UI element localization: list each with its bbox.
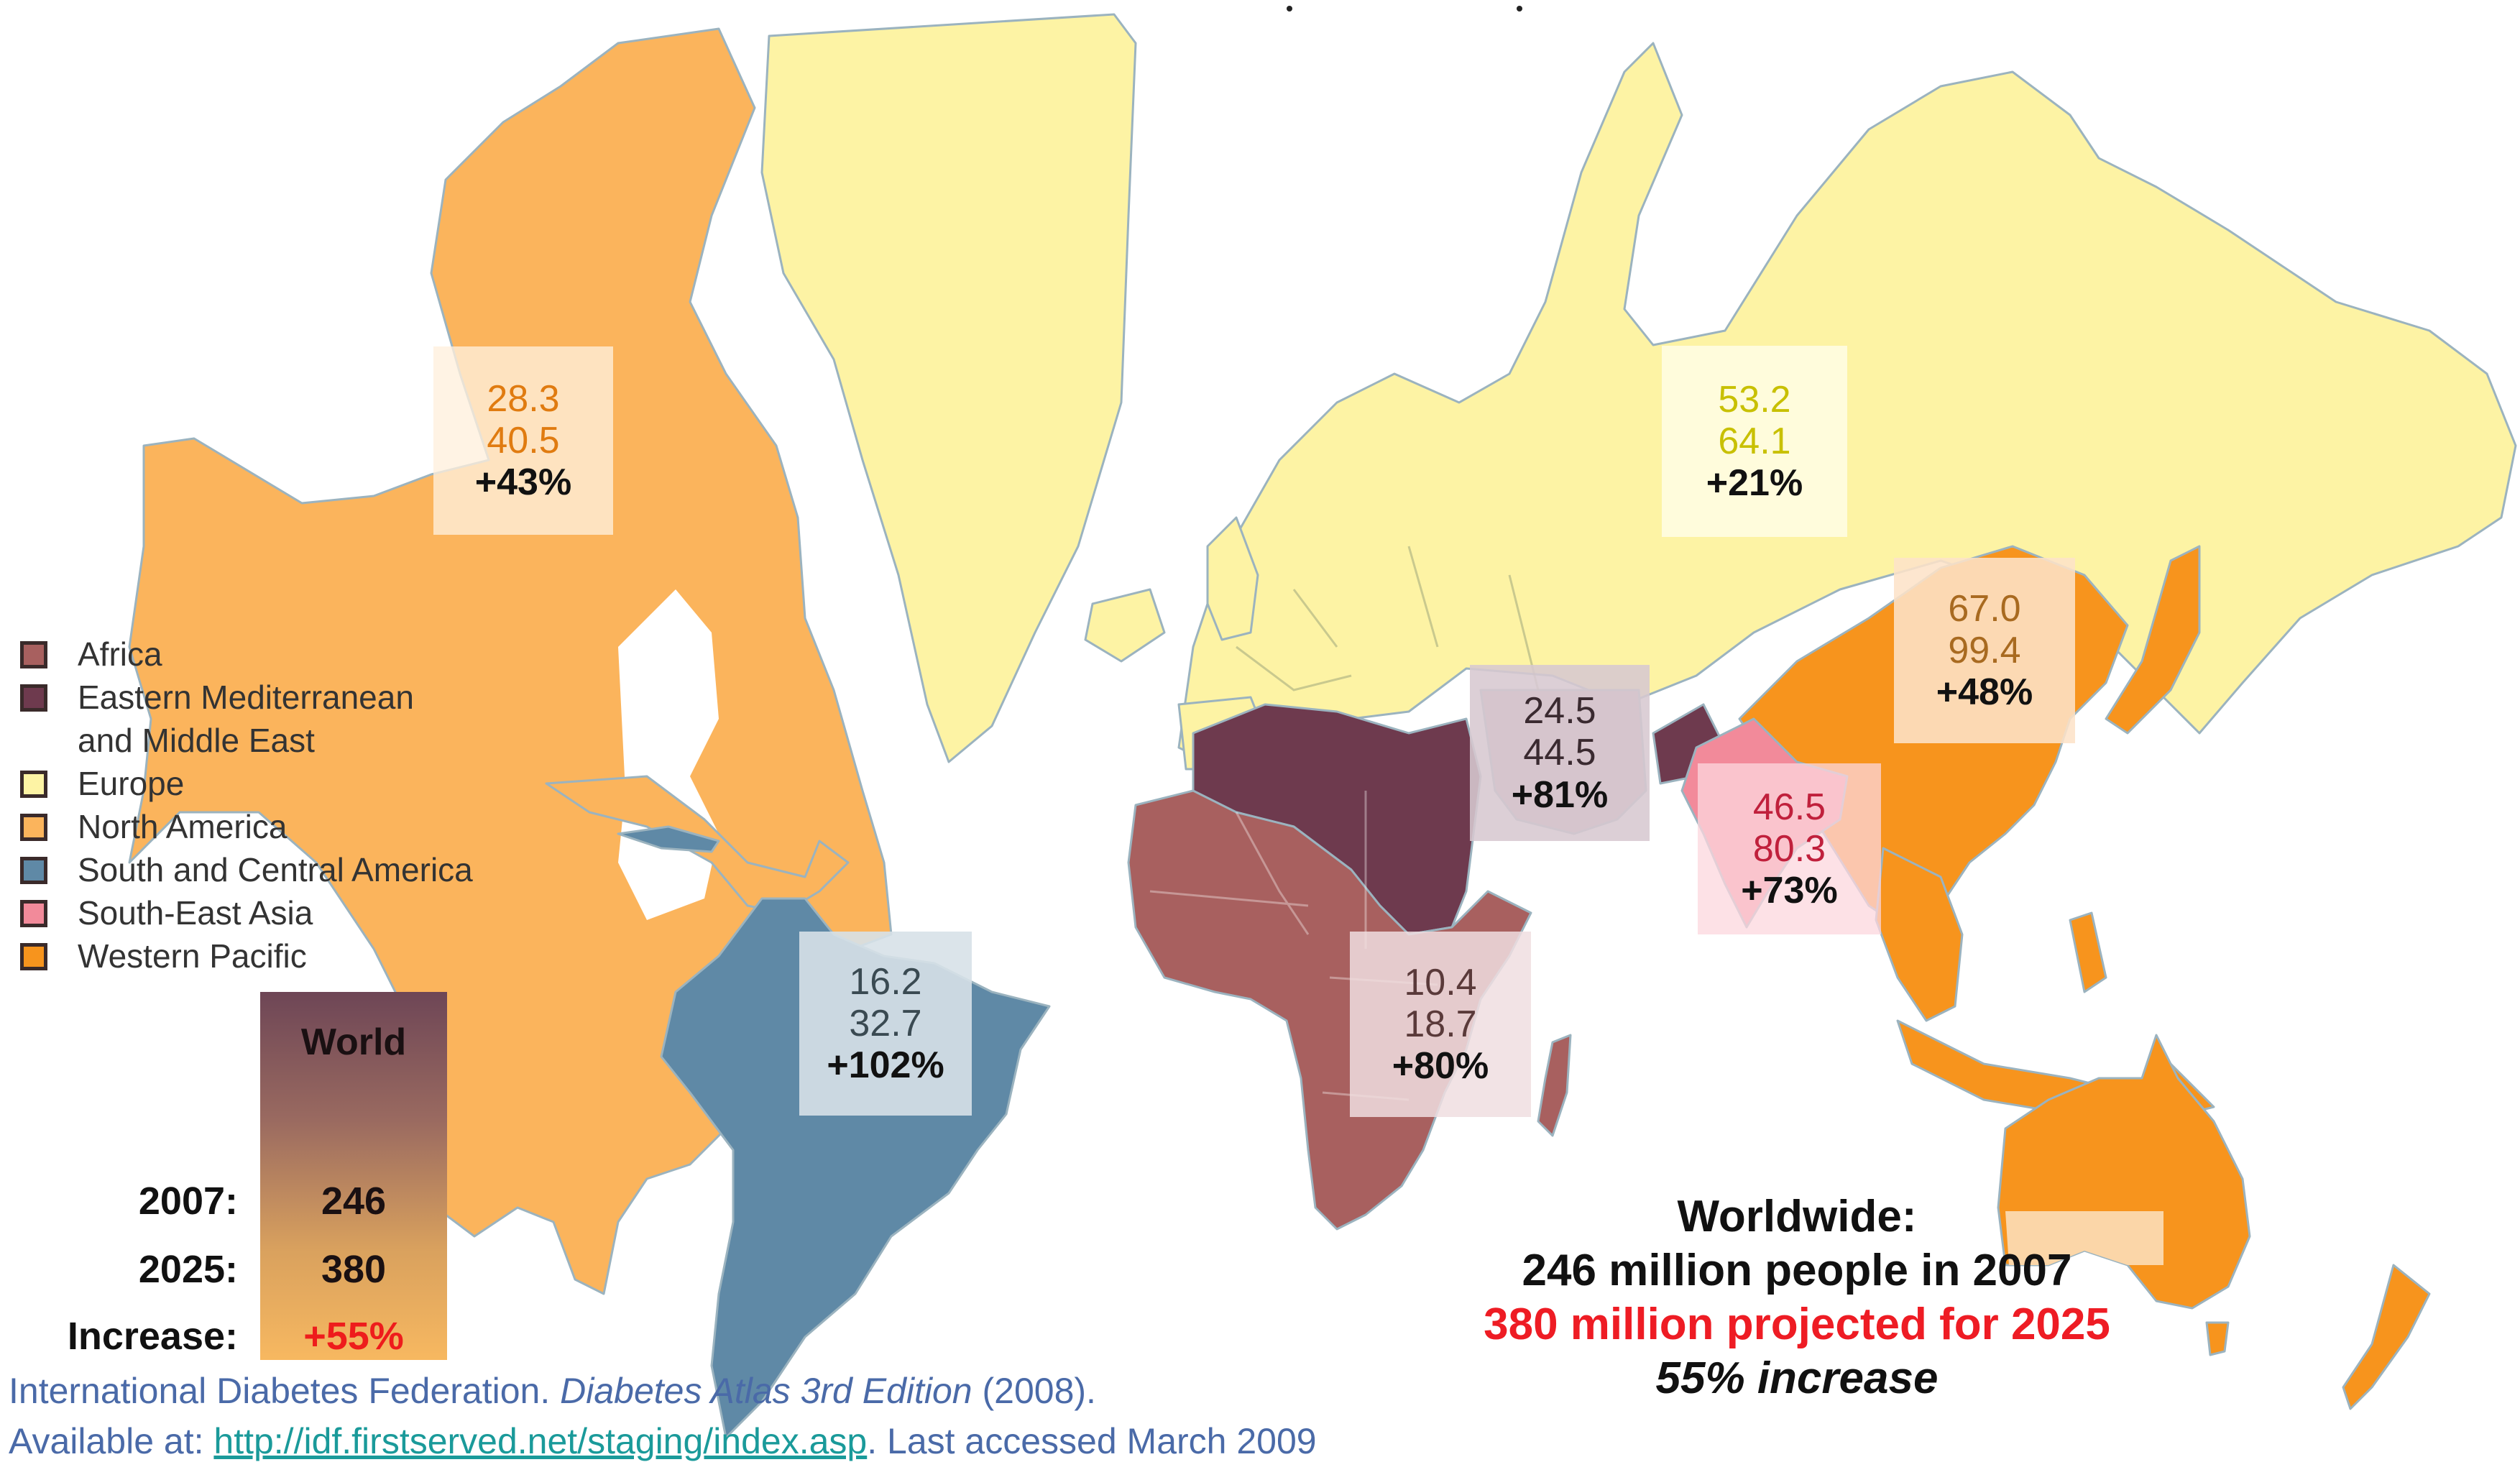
- legend-label-line1: Eastern Mediterranean: [78, 679, 414, 716]
- region-value-2025: 99.4: [1948, 629, 2021, 671]
- world-summary-box: World 246 380 +55%: [260, 992, 447, 1360]
- summary-increase: 55% increase: [1655, 1353, 1939, 1403]
- world-label-increase: Increase:: [67, 1315, 238, 1358]
- europe-borders: [1236, 546, 1540, 691]
- region-value-2025: 44.5: [1523, 732, 1596, 774]
- region-value-2025: 80.3: [1752, 827, 1826, 870]
- legend-label: Western Pacific: [78, 937, 307, 975]
- region-box-europe: 53.2 64.1 +21%: [1662, 346, 1847, 537]
- region-value-2007: 16.2: [849, 960, 922, 1003]
- region-box-eastern-mediterranean: 24.5 44.5 +81%: [1470, 665, 1650, 841]
- region-value-2007: 24.5: [1523, 690, 1596, 732]
- legend-swatch-icon: [20, 814, 47, 841]
- legend-swatch-icon: [20, 943, 47, 970]
- citation-available-label: Available at:: [9, 1421, 214, 1461]
- map-artifact-dot: [1517, 6, 1522, 12]
- region-box-south-central-america: 16.2 32.7 +102%: [799, 932, 972, 1116]
- legend-item-north-america: North America: [20, 805, 473, 848]
- new-zealand-shape: [2342, 1264, 2431, 1410]
- world-label-2025: 2025:: [138, 1248, 238, 1291]
- tasmania-shape: [2205, 1321, 2230, 1356]
- madagascar-shape: [1537, 1034, 1572, 1137]
- citation-accessed: . Last accessed March 2009: [867, 1421, 1317, 1461]
- greenland-shape: [760, 13, 1137, 763]
- region-increase: +73%: [1741, 870, 1838, 912]
- africa-borders: [1149, 791, 1438, 1101]
- citation-line-1: International Diabetes Federation. Diabe…: [9, 1366, 1317, 1416]
- legend-label: South and Central America: [78, 851, 473, 888]
- region-increase: +43%: [474, 461, 572, 504]
- legend-label: Eastern Mediterranean and Middle East: [78, 676, 414, 762]
- region-box-north-america: 28.3 40.5 +43%: [433, 346, 613, 535]
- region-value-2025: 40.5: [487, 419, 560, 461]
- region-box-south-east-asia: 46.5 80.3 +73%: [1698, 763, 1881, 934]
- summary-2007: 246 million people in 2007: [1522, 1246, 2072, 1295]
- region-value-2025: 18.7: [1404, 1003, 1477, 1045]
- legend-item-south-central-america: South and Central America: [20, 848, 473, 891]
- caribbean-shape: [617, 825, 720, 853]
- world-value-2025: 380: [321, 1248, 387, 1291]
- citation-title: Diabetes Atlas 3rd Edition: [560, 1371, 972, 1411]
- world-title: World: [300, 1021, 407, 1063]
- legend-swatch-icon: [20, 684, 47, 712]
- world-increase: +55%: [303, 1315, 404, 1358]
- region-value-2007: 67.0: [1948, 587, 2021, 630]
- legend-swatch-icon: [20, 771, 47, 798]
- map-artifact-dot: [1287, 6, 1292, 12]
- legend-label: South-East Asia: [78, 894, 313, 932]
- legend-swatch-icon: [20, 857, 47, 884]
- legend-item-south-east-asia: South-East Asia: [20, 891, 473, 934]
- region-value-2025: 64.1: [1718, 420, 1791, 462]
- summary-heading: Worldwide:: [1677, 1192, 1917, 1241]
- legend-item-europe: Europe: [20, 762, 473, 805]
- region-value-2025: 32.7: [849, 1002, 922, 1044]
- region-increase: +21%: [1706, 462, 1803, 505]
- australia-box-overlay: [2005, 1211, 2163, 1265]
- legend-label: North America: [78, 808, 288, 845]
- japan-shape: [2105, 545, 2201, 735]
- region-value-2007: 28.3: [487, 377, 560, 420]
- region-box-africa: 10.4 18.7 +80%: [1350, 932, 1531, 1117]
- legend-label-line2: and Middle East: [78, 722, 315, 759]
- worldwide-summary: Worldwide: 246 million people in 2007 38…: [1409, 1190, 2185, 1405]
- legend-swatch-icon: [20, 900, 47, 927]
- africa-shape: [1127, 789, 1532, 1231]
- region-increase: +80%: [1392, 1045, 1489, 1088]
- region-increase: +81%: [1511, 773, 1609, 816]
- citation-line-2: Available at: http://idf.firstserved.net…: [9, 1416, 1317, 1466]
- legend-item-western-pacific: Western Pacific: [20, 934, 473, 978]
- uk-shape: [1206, 516, 1259, 641]
- citation: International Diabetes Federation. Diabe…: [9, 1366, 1317, 1466]
- summary-2025: 380 million projected for 2025: [1484, 1300, 2110, 1349]
- region-increase: +48%: [1936, 671, 2033, 714]
- region-box-western-pacific: 67.0 99.4 +48%: [1894, 558, 2075, 743]
- world-value-2007: 246: [321, 1180, 387, 1223]
- legend-swatch-icon: [20, 641, 47, 668]
- region-value-2007: 10.4: [1404, 961, 1477, 1003]
- citation-year: (2008).: [972, 1371, 1096, 1411]
- legend-item-africa: Africa: [20, 633, 473, 676]
- region-value-2007: 53.2: [1718, 378, 1791, 420]
- citation-org: International Diabetes Federation.: [9, 1371, 561, 1411]
- world-label-2007: 2007:: [138, 1180, 238, 1223]
- region-increase: +102%: [827, 1044, 944, 1087]
- region-value-2007: 46.5: [1752, 786, 1826, 828]
- philippines-shape: [2069, 911, 2107, 993]
- iceland-shape: [1084, 588, 1166, 663]
- citation-link[interactable]: http://idf.firstserved.net/staging/index…: [213, 1421, 868, 1461]
- legend-label: Africa: [78, 635, 162, 673]
- legend-label: Europe: [78, 765, 185, 802]
- map-legend: Africa Eastern Mediterranean and Middle E…: [20, 633, 473, 978]
- legend-item-eastern-mediterranean: Eastern Mediterranean and Middle East: [20, 676, 473, 762]
